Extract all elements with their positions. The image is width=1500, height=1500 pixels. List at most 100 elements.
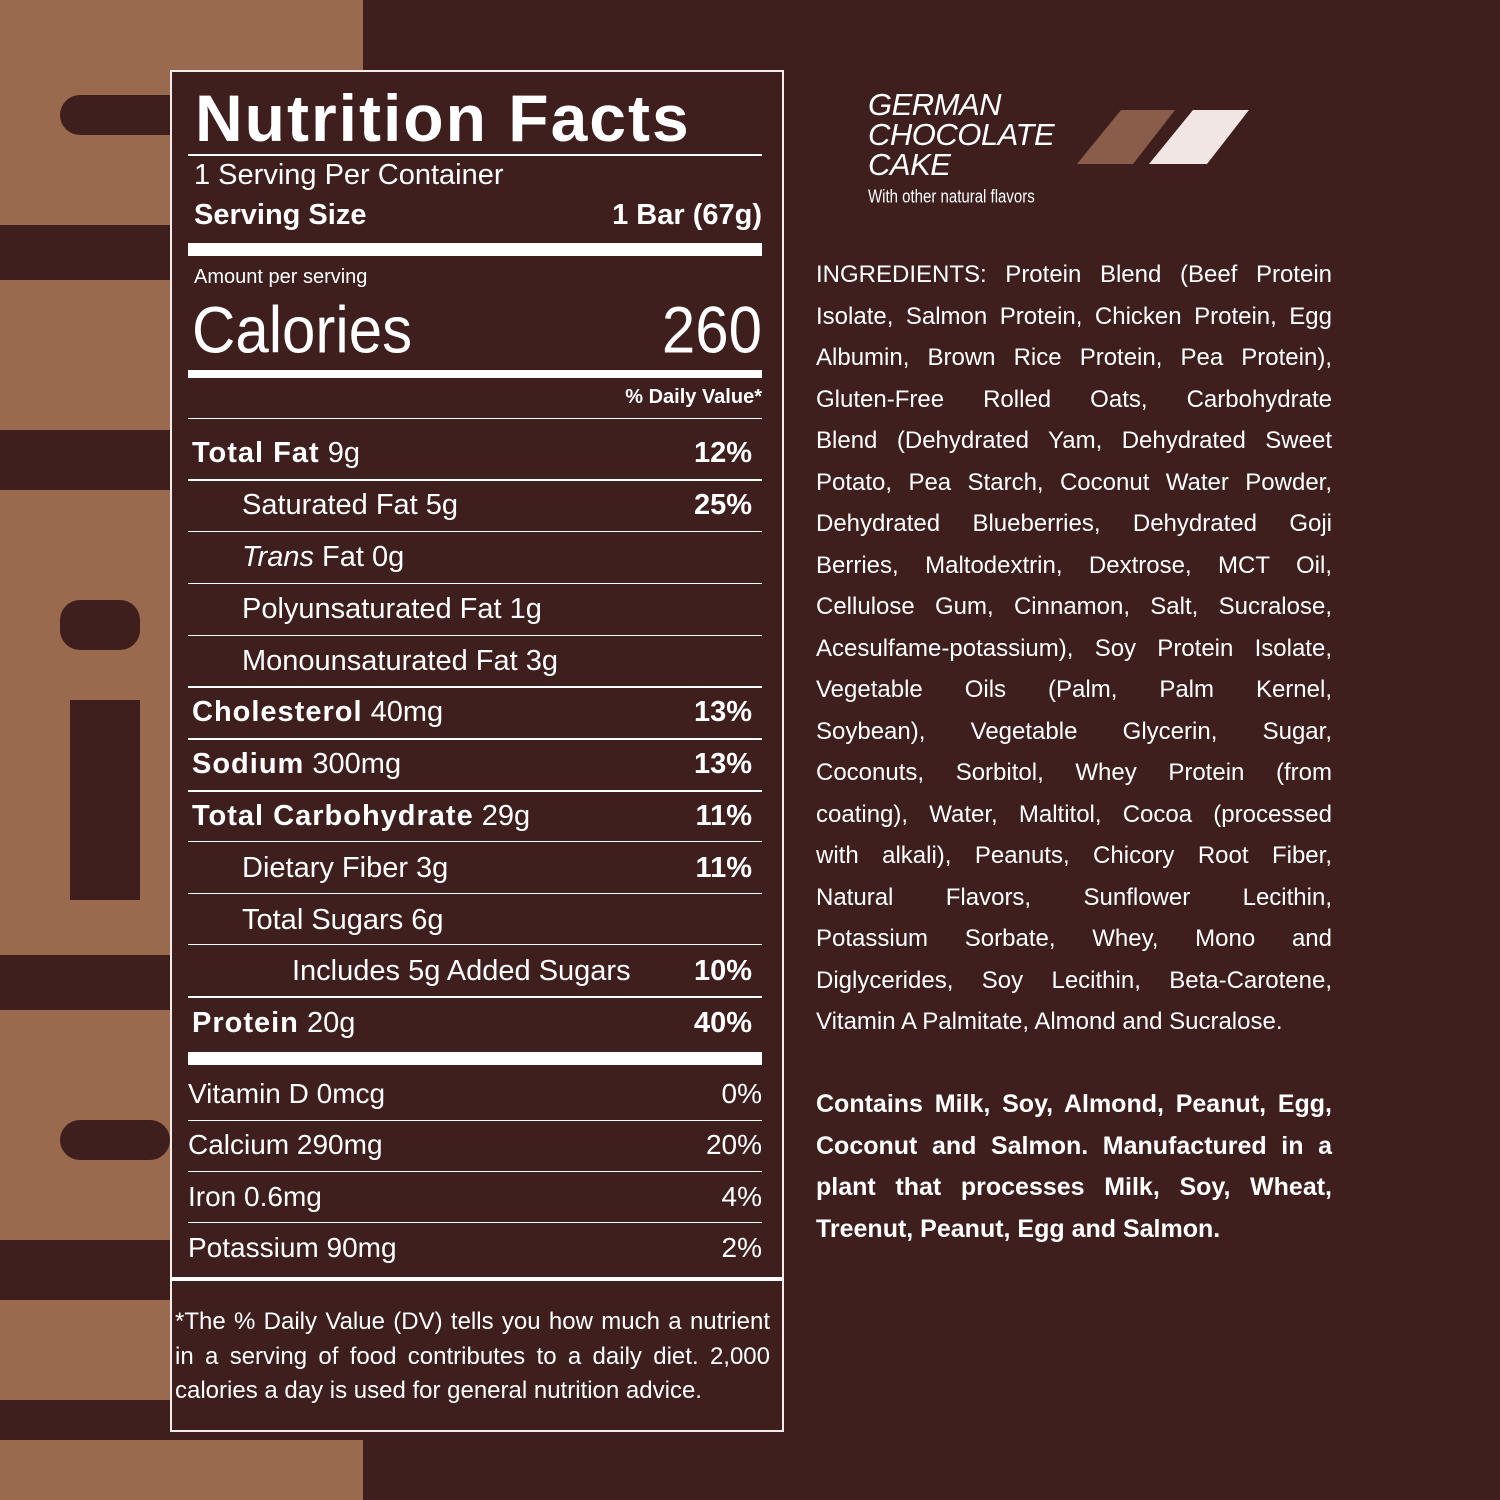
thick-divider [188,1052,762,1065]
ingredients-line: Albumin, Brown Rice Protein, Pea Protein… [816,344,1332,371]
nutrient-dv: 13% [693,747,752,780]
swatch-chocolate [1077,110,1175,164]
ingredients-line: Vitamin A Palmitate, Almond and Sucralos… [816,1008,1283,1035]
nutrient-dv: 25% [693,488,752,521]
nutrient-label: Includes 5g Added Sugars [292,954,631,987]
letter-gap [70,700,140,900]
nutrient-row-sodium: Sodium 300mg 13% [192,744,752,784]
nutrient-dv: 11% [695,851,752,884]
nutrient-amount: 9g [327,436,361,469]
nutrient-label: Cholesterol [192,695,363,728]
vitamin-dv: 2% [721,1232,762,1263]
nutrient-label: Trans [242,540,314,573]
thick-divider [188,243,762,256]
serving-size-value: 1 Bar (67g) [612,199,762,231]
flavor-name-line: CHOCOLATE [868,117,1055,152]
amount-per-serving: Amount per serving [194,266,368,288]
nutrient-label: Total Sugars 6g [242,903,444,936]
nutrient-label: Protein [192,1006,299,1039]
vitamin-label: Vitamin D 0mcg [188,1078,386,1109]
allergen-line: Coconut and Salmon. Manufactured in a [816,1131,1332,1160]
nutrient-label: Polyunsaturated Fat 1g [242,592,542,625]
nutrient-dv: 12% [693,436,752,469]
ingredients-line: with alkali), Peanuts, Chicory Root Fibe… [816,842,1332,869]
nutrient-label: Dietary Fiber 3g [242,851,449,884]
vitamin-label: Iron 0.6mg [188,1181,322,1212]
letter-gap [60,600,140,650]
flavor-subtitle: With other natural flavors [868,187,1035,208]
nutrient-dv: 10% [693,954,752,987]
serving-size-label: Serving Size [194,199,367,231]
divider [188,944,762,945]
nutrient-row-total-fat: Total Fat 9g 12% [192,433,752,473]
divider [188,418,762,419]
ingredients-line: Cellulose Gum, Cinnamon, Salt, Sucralose… [816,593,1332,620]
nutrient-amount: 300mg [312,747,402,780]
divider [188,1171,762,1172]
nutrient-row-trans-fat: Trans Fat 0g [192,537,752,577]
nutrient-label: Total Carbohydrate [192,799,474,832]
nutrient-dv: 13% [693,695,752,728]
ingredients-line: Berries, Maltodextrin, Dextrose, MCT Oil… [816,551,1332,579]
nutrition-facts-title: Nutrition Facts [195,81,691,155]
nutrient-row-dietary-fiber: Dietary Fiber 3g 11% [192,848,752,888]
nutrient-label: Total Fat [192,436,320,469]
ingredients-line: coating), Water, Maltitol, Cocoa (proces… [816,800,1332,828]
divider [188,531,762,532]
nutrient-row-monounsaturated-fat: Monounsaturated Fat 3g [192,641,752,681]
thick-divider [170,1277,782,1281]
daily-value-footnote: *The % Daily Value (DV) tells you how mu… [175,1308,770,1404]
ingredients-line: Dehydrated Blueberries, Dehydrated Goji [816,510,1332,537]
vitamin-label: Calcium 290mg [188,1129,383,1160]
nutrient-label: Monounsaturated Fat 3g [242,644,558,677]
nutrient-amount: 20g [306,1006,356,1039]
ingredients-line: INGREDIENTS: Protein Blend (Beef Protein [816,261,1332,288]
servings-per-container: 1 Serving Per Container [194,159,504,191]
ingredients-line: Potato, Pea Starch, Coconut Water Powder… [816,468,1332,496]
ingredients-line: Isolate, Salmon Protein, Chicken Protein… [816,302,1332,330]
nutrient-amount: 40mg [370,695,444,728]
vitamin-row-potassium: Potassium 90mg 2% [188,1228,762,1268]
nutrient-row-cholesterol: Cholesterol 40mg 13% [192,692,752,732]
vitamin-dv: 0% [721,1078,762,1109]
allergen-line: Treenut, Peanut, Egg and Salmon. [816,1214,1221,1243]
swatch-frosting [1149,110,1249,164]
nutrient-dv: 11% [695,799,752,832]
nutrient-dv: 40% [693,1006,752,1039]
daily-value-header: % Daily Value* [625,386,762,408]
nutrient-row-protein: Protein 20g 40% [192,1003,752,1043]
flavor-name: GERMAN CHOCOLATE CAKE [868,89,1055,182]
nutrient-row-added-sugars: Includes 5g Added Sugars 10% [192,951,752,991]
ingredients-line: Acesulfame-potassium), Soy Protein Isola… [816,634,1332,662]
nutrient-label: Saturated Fat 5g [242,488,459,521]
calories-value: 260 [661,293,762,367]
nutrient-amount: Fat 0g [322,540,405,573]
divider [188,1120,762,1121]
ingredients-line: Soybean), Vegetable Glycerin, Sugar, [816,717,1332,745]
nutrient-amount: 29g [481,799,531,832]
divider [188,738,762,740]
vitamin-row-calcium: Calcium 290mg 20% [188,1125,762,1165]
ingredients-list: INGREDIENTS: Protein Blend (Beef Protein… [816,254,1332,1043]
divider [188,686,762,688]
divider [188,893,762,894]
flavor-swatch-icon [1077,110,1249,164]
ingredients-line: Blend (Dehydrated Yam, Dehydrated Sweet [816,427,1332,454]
divider [188,841,762,842]
vitamin-label: Potassium 90mg [188,1232,397,1263]
ingredients-line: Vegetable Oils (Palm, Palm Kernel, [816,676,1332,703]
nutrient-row-total-sugars: Total Sugars 6g [192,900,752,940]
allergen-line: plant that processes Milk, Soy, Wheat, [816,1173,1332,1201]
ingredients-line: Potassium Sorbate, Whey, Mono and [816,925,1332,952]
nutrient-row-polyunsaturated-fat: Polyunsaturated Fat 1g [192,589,752,629]
letter-gap [60,1120,170,1160]
divider [188,790,762,792]
nutrient-row-saturated-fat: Saturated Fat 5g 25% [192,485,752,525]
flavor-name-line: CAKE [868,147,951,182]
divider [188,479,762,481]
vitamin-dv: 4% [721,1181,762,1212]
nutrition-facts-panel [170,70,784,1432]
vitamin-row-vitamin-d: Vitamin D 0mcg 0% [188,1074,762,1114]
divider [188,996,762,998]
vitamin-dv: 20% [705,1129,762,1160]
